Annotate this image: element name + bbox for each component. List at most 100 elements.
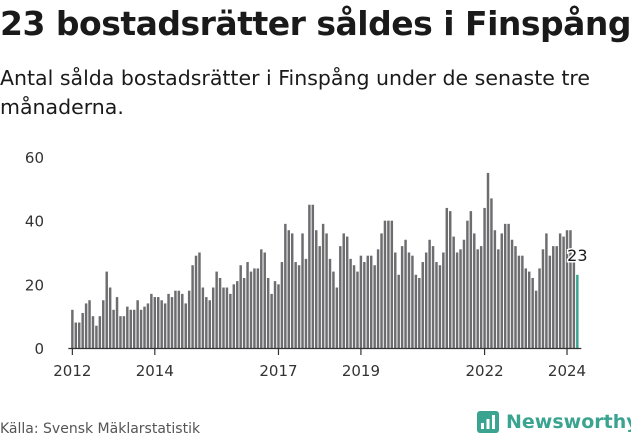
x-tick-label: 2024 [548, 362, 586, 380]
bar [249, 271, 253, 348]
bar [273, 281, 277, 348]
highlight-value-label: 23 [567, 246, 587, 265]
bar [136, 300, 139, 348]
bar [181, 293, 184, 348]
bar [328, 258, 332, 348]
bar [115, 297, 119, 348]
x-tick-label: 2019 [342, 362, 380, 380]
bar [503, 223, 507, 348]
bar [325, 233, 328, 348]
bar [407, 252, 411, 348]
bar [562, 236, 565, 348]
bar [253, 268, 256, 348]
bar [380, 233, 383, 348]
bar [572, 262, 576, 348]
bar [462, 239, 466, 348]
bar [242, 277, 246, 348]
bar [290, 233, 294, 348]
bar [459, 249, 462, 348]
bar [435, 262, 438, 348]
bar [318, 246, 321, 348]
bar [239, 265, 242, 348]
bar [514, 246, 517, 348]
bar [569, 230, 572, 348]
x-tick-label: 2017 [259, 362, 297, 380]
bar [352, 265, 356, 348]
bar [304, 258, 308, 348]
bar [187, 290, 191, 348]
bar [315, 230, 318, 348]
bar [404, 239, 407, 348]
bar [88, 300, 91, 348]
bar [342, 233, 345, 348]
bar [390, 220, 394, 348]
bar [246, 262, 249, 348]
bar [448, 211, 452, 348]
bar [400, 246, 404, 348]
y-tick-label: 40 [25, 213, 44, 231]
bar [555, 246, 558, 348]
bar [284, 223, 287, 348]
bar [424, 252, 428, 348]
bar [558, 233, 562, 348]
bar [201, 287, 205, 348]
bar [153, 297, 157, 348]
source-note: Källa: Svensk Mäklarstatistik [0, 421, 201, 437]
bar [455, 252, 459, 348]
bar [277, 284, 280, 348]
bar [129, 309, 132, 348]
bar [232, 284, 236, 348]
bar [215, 271, 218, 348]
bar [112, 309, 115, 348]
bar [339, 246, 342, 348]
bar [445, 207, 449, 348]
bar [335, 287, 339, 348]
bar [266, 277, 270, 348]
bar [479, 246, 483, 348]
bar [297, 265, 301, 348]
bar [507, 223, 510, 348]
bar [359, 255, 363, 348]
bar [418, 277, 421, 348]
bar [208, 300, 211, 348]
bar [301, 233, 304, 348]
bar [345, 236, 349, 348]
bar [528, 271, 531, 348]
bar [366, 255, 370, 348]
bar [71, 309, 74, 348]
bar [84, 303, 88, 348]
bar-highlight [576, 274, 579, 348]
bar [102, 300, 105, 348]
bar [500, 233, 503, 348]
bar [373, 265, 376, 348]
bar [132, 309, 136, 348]
x-tick-label: 2022 [465, 362, 503, 380]
page-subtitle: Antal sålda bostadsrätter i Finspång und… [0, 66, 591, 119]
bar [260, 249, 263, 348]
bar [497, 249, 500, 348]
bar [126, 306, 129, 348]
bar [565, 230, 569, 348]
bar [225, 287, 229, 348]
bar [421, 262, 424, 348]
bar [476, 249, 479, 348]
bar [466, 220, 469, 348]
bar [369, 255, 373, 348]
bar [263, 252, 266, 348]
bar [211, 287, 215, 348]
bar [294, 262, 297, 348]
newsworthy-logo-icon [477, 411, 499, 433]
bar [280, 262, 284, 348]
bar [321, 223, 325, 348]
newsworthy-logo[interactable]: Newsworthy [476, 408, 631, 436]
bar [387, 220, 390, 348]
bar [95, 325, 98, 348]
bar [493, 230, 497, 348]
bar [538, 268, 541, 348]
bar [552, 246, 555, 348]
bar [157, 297, 160, 348]
bar [483, 207, 486, 348]
bar [517, 255, 521, 348]
bar [98, 316, 102, 348]
